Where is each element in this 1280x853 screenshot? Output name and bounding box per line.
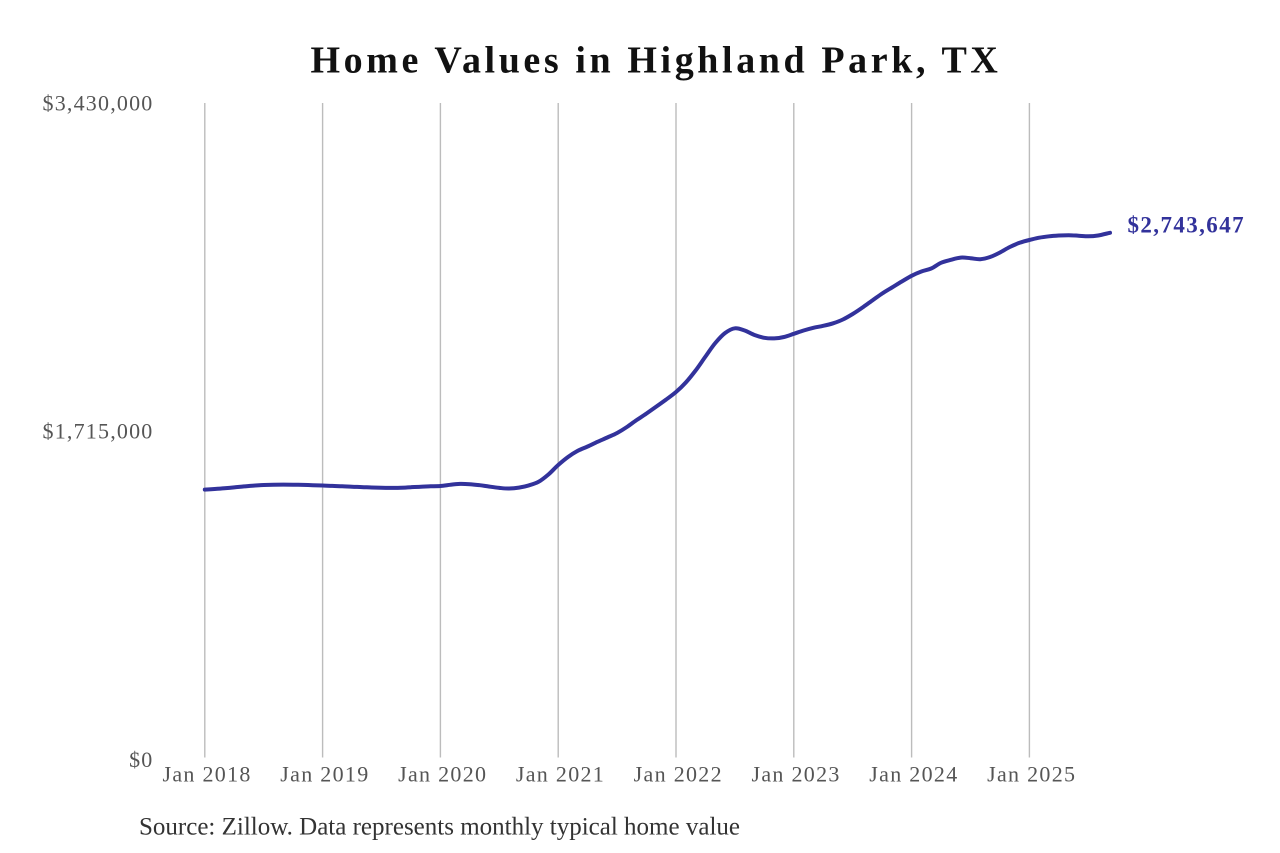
svg-text:$3,430,000: $3,430,000 [43,91,154,116]
svg-text:Jan 2022: Jan 2022 [634,762,723,787]
svg-text:Jan 2023: Jan 2023 [751,762,840,787]
svg-text:Home Values in Highland Park,: Home Values in Highland Park, TX [311,40,1002,82]
svg-text:$2,743,647: $2,743,647 [1128,213,1246,238]
svg-text:Source: Zillow. Data represent: Source: Zillow. Data represents monthly … [139,814,740,841]
svg-text:Jan 2025: Jan 2025 [987,762,1076,787]
svg-text:Jan 2018: Jan 2018 [162,762,251,787]
svg-text:Jan 2021: Jan 2021 [516,762,605,787]
svg-text:Jan 2019: Jan 2019 [280,762,369,787]
svg-text:Jan 2020: Jan 2020 [398,762,487,787]
svg-text:$0: $0 [129,747,153,772]
svg-text:Jan 2024: Jan 2024 [869,762,958,787]
svg-text:$1,715,000: $1,715,000 [43,419,154,444]
